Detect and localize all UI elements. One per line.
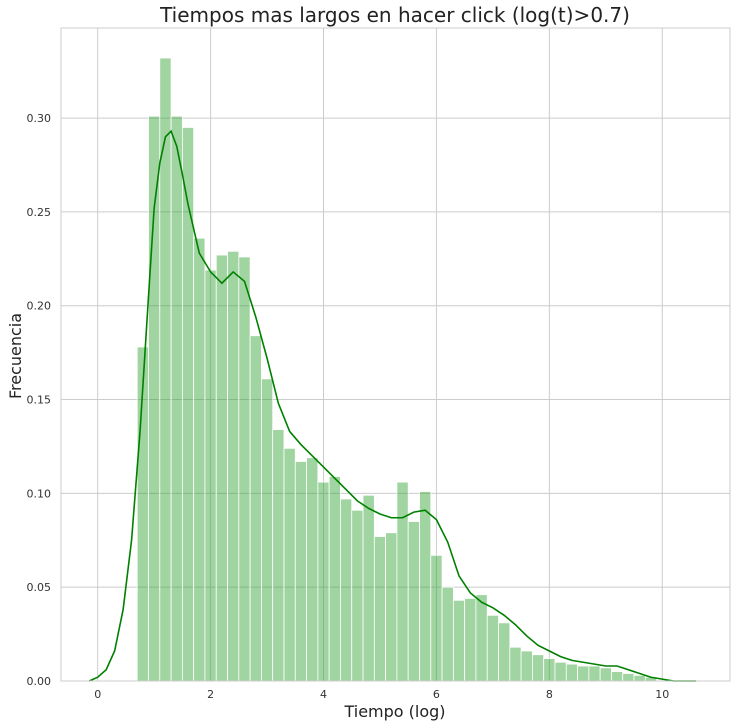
histogram-bar (283, 447, 296, 682)
histogram-bar (238, 256, 251, 682)
y-axis-title: Frecuencia (6, 313, 25, 399)
x-tick-label: 2 (207, 688, 214, 701)
histogram-bar (441, 586, 454, 682)
y-tick-label: 0.15 (27, 394, 52, 407)
histogram-bar (317, 481, 330, 682)
histogram-bar (396, 481, 409, 682)
histogram-bar (565, 663, 578, 682)
histogram-bar (373, 536, 387, 682)
histogram-bar (475, 594, 488, 682)
y-tick-label: 0.10 (27, 487, 52, 500)
histogram-bar (193, 237, 206, 682)
histogram-bar (181, 127, 195, 682)
histogram-bar (498, 622, 511, 682)
histogram-bar (328, 476, 341, 682)
x-tick-label: 4 (320, 688, 327, 701)
y-tick-label: 0.20 (27, 300, 52, 313)
histogram-bar (215, 254, 228, 682)
histogram-bar (407, 521, 420, 682)
histogram-bar (272, 429, 285, 682)
histogram-bar (351, 509, 364, 682)
x-tick-labels: 0 2 4 6 8 10 (94, 688, 669, 701)
histogram-bar (261, 378, 274, 682)
histogram-bar (633, 674, 646, 682)
kde-curve (88, 129, 697, 682)
histogram-bar (249, 335, 262, 682)
histogram-bar (599, 667, 612, 682)
chart-title: Tiempos mas largos en hacer click (log(t… (159, 3, 630, 27)
y-tick-label: 0.25 (27, 206, 52, 219)
histogram-bar (486, 614, 499, 682)
histogram-bar (306, 457, 319, 682)
histogram-bar (452, 599, 466, 682)
grid (61, 28, 730, 682)
histogram-bar (340, 498, 353, 682)
histogram-bar (543, 658, 556, 682)
x-tick-label: 10 (655, 688, 669, 701)
x-axis-title: Tiempo (log) (343, 702, 445, 721)
histogram-bar (204, 269, 217, 682)
kde-line (88, 129, 697, 682)
histogram-bar (385, 532, 398, 682)
x-tick-label: 8 (546, 688, 553, 701)
histogram-bar (227, 250, 240, 682)
histogram-bar (554, 661, 567, 682)
y-tick-label: 0.00 (27, 675, 52, 688)
y-tick-label: 0.30 (27, 112, 52, 125)
x-tick-label: 0 (94, 688, 101, 701)
histogram-bar (170, 115, 183, 682)
y-tick-label: 0.05 (27, 581, 52, 594)
plot-frame (60, 27, 731, 682)
histogram-bar (532, 654, 545, 682)
y-tick-labels: 0.00 0.05 0.10 0.15 0.20 0.25 0.30 (27, 112, 52, 688)
histogram-bar (588, 665, 601, 682)
histogram-bar (294, 461, 307, 682)
histogram-bar (148, 115, 161, 682)
histogram-bar (509, 646, 522, 682)
histogram-bar (430, 554, 443, 682)
histogram-bar (611, 671, 624, 682)
histogram-bar (520, 650, 533, 682)
histogram-bar (362, 494, 375, 682)
histogram-bar (464, 598, 477, 682)
histogram-bar (419, 491, 432, 682)
histogram-bar (577, 665, 590, 682)
histogram-bar (622, 673, 635, 682)
x-tick-label: 6 (433, 688, 440, 701)
